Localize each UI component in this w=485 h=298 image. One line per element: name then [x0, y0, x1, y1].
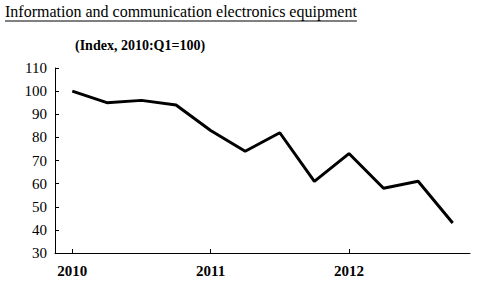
- svg-text:100: 100: [25, 83, 48, 99]
- svg-text:2011: 2011: [196, 263, 225, 279]
- svg-text:50: 50: [32, 199, 47, 215]
- svg-text:(Index, 2010:Q1=100): (Index, 2010:Q1=100): [75, 38, 205, 54]
- svg-text:2010: 2010: [57, 263, 87, 279]
- svg-text:80: 80: [32, 129, 47, 145]
- svg-text:Information and communication: Information and communication electronic…: [5, 3, 357, 21]
- svg-text:40: 40: [32, 222, 47, 238]
- svg-text:60: 60: [32, 176, 47, 192]
- svg-text:70: 70: [32, 153, 47, 169]
- svg-text:110: 110: [25, 60, 47, 76]
- svg-text:2012: 2012: [334, 263, 364, 279]
- svg-text:90: 90: [32, 106, 47, 122]
- svg-text:30: 30: [32, 245, 47, 261]
